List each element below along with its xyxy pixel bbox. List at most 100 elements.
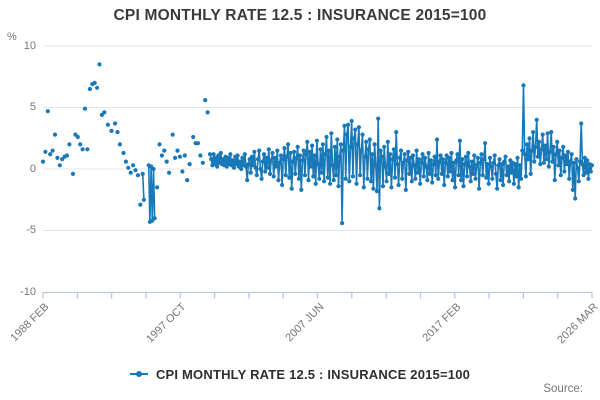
data-point-marker <box>374 189 380 194</box>
data-point-marker <box>565 149 571 154</box>
data-point-marker <box>552 178 557 183</box>
data-point-marker <box>391 147 396 152</box>
data-point-marker <box>386 171 392 176</box>
data-point-marker <box>438 153 443 158</box>
data-point-marker <box>457 138 462 143</box>
data-point-marker <box>453 185 458 190</box>
y-axis-tick-label: -10 <box>20 285 36 298</box>
data-point-marker <box>263 169 268 174</box>
data-point-marker <box>511 181 516 186</box>
data-point-marker <box>349 118 354 124</box>
data-point-marker <box>380 184 386 189</box>
data-point-marker <box>305 139 310 144</box>
data-point-marker <box>446 155 452 160</box>
legend-item[interactable]: CPI MONTHLY RATE 12.5 : INSURANCE 2015=1… <box>129 367 470 382</box>
data-point-marker <box>541 160 547 165</box>
data-point-marker <box>67 142 72 147</box>
data-point-marker <box>87 86 92 92</box>
data-point-marker <box>459 178 464 183</box>
data-point-marker <box>501 182 506 188</box>
data-point-marker <box>52 132 58 137</box>
data-point-marker <box>209 157 214 162</box>
data-point-marker <box>353 127 358 132</box>
data-point-marker <box>445 174 450 179</box>
data-point-marker <box>248 170 253 175</box>
data-point-marker <box>448 169 453 174</box>
data-point-marker <box>534 117 539 122</box>
data-point-marker <box>275 148 280 153</box>
data-point-marker <box>361 185 366 190</box>
source-label: Source: <box>543 383 583 395</box>
data-point-marker <box>540 132 545 137</box>
data-point-marker <box>269 158 274 163</box>
data-point-marker <box>383 164 388 169</box>
data-point-marker <box>260 159 265 164</box>
data-point-marker <box>403 187 408 192</box>
data-point-marker <box>416 157 422 162</box>
data-point-marker <box>175 148 180 153</box>
data-point-marker <box>539 147 544 152</box>
data-point-marker <box>368 179 374 184</box>
data-point-marker <box>527 136 532 141</box>
data-point-marker <box>301 148 306 153</box>
data-point-marker <box>443 160 448 165</box>
data-point-marker <box>362 154 368 159</box>
data-point-marker <box>40 159 46 164</box>
data-point-marker <box>543 143 548 148</box>
data-point-marker <box>237 159 243 164</box>
data-point-marker <box>264 155 269 160</box>
data-point-marker <box>553 152 559 157</box>
data-point-marker <box>117 142 122 147</box>
data-point-marker <box>571 160 577 165</box>
data-point-marker <box>583 170 589 175</box>
data-point-marker <box>239 166 244 172</box>
data-point-marker <box>434 137 440 142</box>
data-point-marker <box>57 163 62 168</box>
data-point-marker <box>531 130 536 135</box>
data-point-marker <box>463 154 468 159</box>
data-point-marker <box>255 157 261 162</box>
data-point-marker <box>78 142 83 147</box>
data-point-marker <box>430 180 435 185</box>
data-point-marker <box>483 141 488 146</box>
data-point-marker <box>503 154 508 159</box>
data-point-marker <box>82 106 88 111</box>
data-point-marker <box>367 137 372 142</box>
data-point-marker <box>437 159 442 164</box>
data-point-marker <box>421 174 426 179</box>
data-point-marker <box>281 157 286 162</box>
data-point-marker <box>356 125 361 130</box>
data-point-marker <box>442 182 447 188</box>
data-point-marker <box>205 110 210 115</box>
data-point-marker <box>472 153 477 158</box>
data-point-marker <box>55 155 60 160</box>
data-point-marker <box>579 121 584 126</box>
data-point-marker <box>526 157 531 162</box>
data-point-marker <box>298 153 303 158</box>
data-point-marker <box>406 149 411 154</box>
data-point-marker <box>532 159 537 164</box>
data-point-marker <box>337 154 342 159</box>
data-point-marker <box>378 148 383 153</box>
data-point-marker <box>389 185 394 190</box>
data-point-marker <box>360 132 365 137</box>
data-point-marker <box>471 171 476 176</box>
data-point-marker <box>140 171 145 176</box>
data-point-marker <box>253 165 258 170</box>
data-point-marker <box>373 163 378 168</box>
data-point-marker <box>427 171 432 176</box>
data-point-marker <box>544 157 549 162</box>
data-point-marker <box>379 154 384 159</box>
data-point-marker <box>569 152 574 157</box>
data-point-marker <box>97 62 102 67</box>
data-point-marker <box>162 148 167 153</box>
data-point-marker <box>455 152 460 157</box>
data-point-marker <box>265 165 270 170</box>
data-point-marker <box>131 163 136 168</box>
data-point-marker <box>514 174 519 179</box>
data-point-marker <box>520 148 525 153</box>
data-point-marker <box>304 152 309 157</box>
data-point-marker <box>551 144 556 149</box>
